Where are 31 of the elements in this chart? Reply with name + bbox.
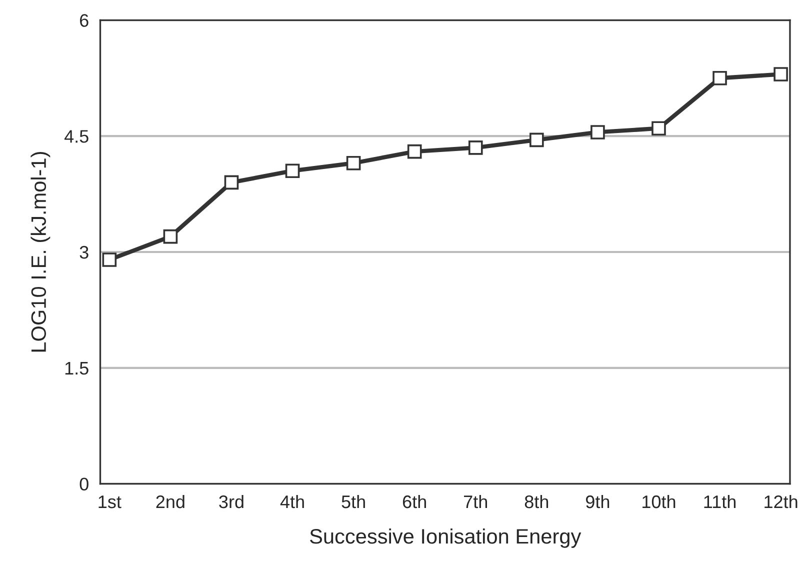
x-tick-label: 4th [280, 494, 304, 508]
x-tick-label: 3rd [219, 494, 244, 508]
x-tick-label: 6th [402, 494, 426, 508]
x-tick-label: 2nd [156, 494, 184, 508]
point [102, 252, 117, 267]
point [712, 70, 727, 86]
point [468, 140, 483, 155]
y-tick-label: 3 [80, 246, 88, 259]
x-tick-label: 11th [704, 494, 736, 508]
x-tick-label: 10th [642, 494, 676, 508]
point [163, 229, 178, 244]
point [285, 164, 300, 178]
y-tick-label: 4.5 [64, 130, 88, 143]
x-tick-label: 8th [524, 494, 548, 508]
x-tick-label: 5th [342, 494, 365, 508]
x-tick-label: 1st [98, 496, 122, 508]
point [346, 156, 361, 170]
point [652, 121, 666, 136]
point [590, 125, 605, 140]
x-tick-label: 7th [464, 494, 488, 508]
x-tick-label: 12th [764, 494, 798, 508]
y-tick-label: 6 [80, 14, 88, 27]
x-axis-title: Successive Ionisation Energy [310, 528, 582, 548]
y-tick-label: 1.5 [65, 362, 88, 375]
point [407, 144, 422, 159]
y-axis-title: LOG10 I.E. (kJ.mol-1) [30, 152, 50, 352]
x-tick-label: 9th [586, 494, 610, 508]
point [774, 67, 788, 82]
y-tick-label: 0 [80, 478, 88, 491]
point [224, 175, 239, 190]
point [530, 132, 544, 148]
